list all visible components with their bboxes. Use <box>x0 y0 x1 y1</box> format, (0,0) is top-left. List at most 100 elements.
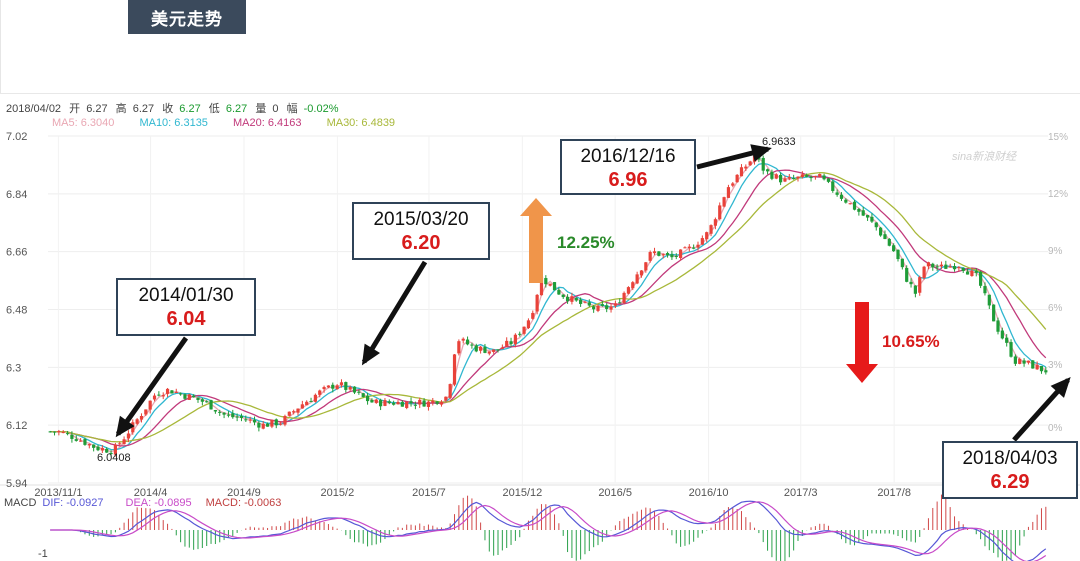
macd-value-label: MACD: -0.0063 <box>206 497 282 509</box>
candle-body <box>961 267 965 272</box>
candle-body <box>613 303 617 306</box>
arrow-2015-shaft <box>361 260 428 364</box>
callout-2015: 2015/03/20 6.20 <box>352 202 490 260</box>
x-tick-label: 2014/9 <box>227 487 261 499</box>
candle-body <box>200 399 204 402</box>
candle-body <box>48 431 52 433</box>
candle-body <box>261 423 265 429</box>
candle-body <box>570 296 574 302</box>
candle-body <box>787 177 791 179</box>
candle-body <box>879 227 883 236</box>
candle-body <box>774 174 778 179</box>
candle-body <box>439 401 444 405</box>
candle-body <box>139 415 144 420</box>
candle-body <box>831 181 835 191</box>
quote-open: 6.27 <box>86 103 107 115</box>
candle-body <box>196 397 200 401</box>
candle-body <box>152 395 157 400</box>
arrow-2016-head <box>750 144 772 162</box>
candle-body <box>231 413 235 418</box>
candle-body <box>557 290 561 295</box>
candle-body <box>157 394 161 396</box>
arrow-2018-head <box>1050 377 1071 398</box>
candle-body <box>639 270 644 276</box>
candle-body <box>548 283 552 286</box>
candle-body <box>783 178 787 182</box>
candle-body <box>318 390 322 395</box>
callout-2016: 2016/12/16 6.96 <box>560 139 696 195</box>
candle-body <box>387 401 391 403</box>
candle-body <box>700 238 704 245</box>
candle-body <box>322 387 326 390</box>
ma20-label: MA20: 6.4163 <box>233 117 302 129</box>
candle-body <box>244 419 248 421</box>
candle-body <box>735 174 739 183</box>
candle-body <box>74 439 78 441</box>
candle-body <box>870 216 874 222</box>
candle-body <box>939 264 944 267</box>
candle-body <box>865 215 870 218</box>
y-tick-label: 5.94 <box>6 478 27 490</box>
candle-body <box>192 395 196 398</box>
candle-body <box>535 294 539 312</box>
candle-body <box>739 167 744 177</box>
candle-body <box>65 433 70 435</box>
ma5-line <box>50 158 1046 453</box>
candle-body <box>670 254 674 258</box>
candle-body <box>983 286 987 294</box>
candle-body <box>239 416 244 418</box>
candle-body <box>635 274 639 284</box>
candle-body <box>148 400 152 410</box>
candle-body <box>1018 358 1022 364</box>
candle-body <box>526 320 531 329</box>
candle-body <box>444 396 448 401</box>
candle-body <box>235 416 239 418</box>
candle-body <box>161 395 165 397</box>
candle-body <box>705 232 709 240</box>
ma30-label: MA30: 6.4839 <box>327 117 396 129</box>
x-tick-label: 2013/11/1 <box>34 487 82 499</box>
quote-line: 2018/04/02 开 6.27 高 6.27 收 6.27 低 6.27 量… <box>6 101 339 115</box>
x-tick-label: 2014/4 <box>134 487 168 499</box>
candle-body <box>835 192 839 195</box>
candle-body <box>296 408 300 413</box>
candle-body <box>574 297 578 301</box>
candle-body <box>348 386 352 390</box>
candle-body <box>326 385 331 388</box>
candle-body <box>1035 365 1039 370</box>
candle-body <box>474 345 478 352</box>
quote-volume-label: 量 <box>255 102 266 115</box>
candle-body <box>105 448 109 453</box>
candle-body <box>848 203 852 205</box>
fall-percent: 10.65% <box>882 332 940 351</box>
candle-body <box>600 304 604 306</box>
candle-body <box>252 419 257 423</box>
fall-arrow <box>846 302 878 383</box>
candle-body <box>957 267 961 269</box>
candle-body <box>622 292 626 304</box>
candle-body <box>165 388 170 394</box>
candle-body <box>461 338 465 341</box>
x-tick-label: 2015/12 <box>502 487 542 499</box>
arrow-2015-head <box>361 343 381 366</box>
candle-body <box>513 334 517 345</box>
macd-dif-label: DIF: -0.0927 <box>42 497 103 509</box>
candle-body <box>383 400 387 406</box>
candle-body <box>313 394 317 402</box>
candle-body <box>1000 330 1004 339</box>
candle-body <box>839 194 844 199</box>
y-tick-label: 6.66 <box>6 247 27 259</box>
candle-body <box>283 416 287 425</box>
quote-volume: 0 <box>272 103 278 115</box>
candle-body <box>565 296 570 302</box>
ma10-label: MA10: 6.3135 <box>139 117 208 129</box>
x-tick-label: 2016/10 <box>689 487 729 499</box>
candle-body <box>52 431 57 433</box>
candle-body <box>805 175 809 177</box>
candle-body <box>883 234 887 240</box>
macd-legend: MACD DIF: -0.0927 DEA: -0.0895 MACD: -0.006… <box>4 497 281 509</box>
candle-body <box>226 414 231 416</box>
candle-body <box>874 222 878 228</box>
callout-2018: 2018/04/03 6.29 <box>942 441 1078 499</box>
candle-body <box>300 404 304 409</box>
